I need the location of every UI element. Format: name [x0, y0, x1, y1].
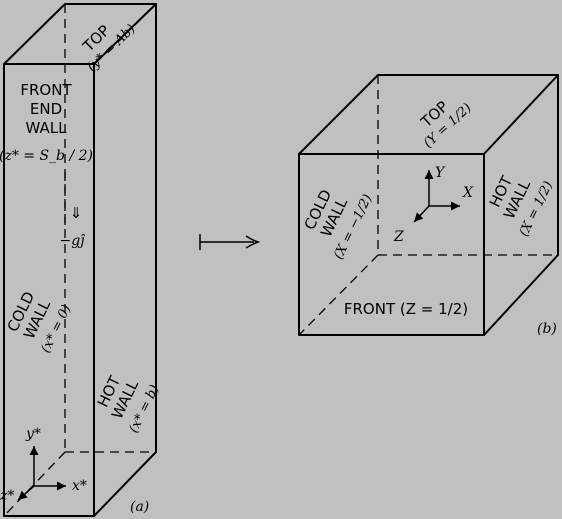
- gravity-label: ⇓ −gĵ: [59, 172, 86, 249]
- right-box-hidden-diagonal: [298, 254, 379, 336]
- right-box-top-face: [298, 74, 559, 155]
- panel-label-b: (b): [537, 321, 557, 337]
- svg-text:END: END: [30, 100, 62, 118]
- left-box-top-face: [3, 3, 157, 65]
- svg-text:WALL: WALL: [26, 119, 68, 137]
- svg-text:FRONT: FRONT: [20, 81, 72, 99]
- right-axis-z-label: Z: [393, 229, 404, 245]
- right-axes: Y X Z: [393, 165, 474, 245]
- left-axis-z-label: z*: [0, 488, 14, 504]
- left-front-end-wall-label: FRONT END WALL (z* = S_b / 2): [0, 81, 93, 164]
- right-axis-y-label: Y: [435, 165, 446, 181]
- gravity-arrow-icon: ⇓: [70, 204, 83, 222]
- right-hot-wall-label: HOT WALL (X = 1/2): [486, 172, 556, 239]
- left-box: TOP (y* = Ab) FRONT END WALL (z* = S_b /…: [0, 3, 163, 517]
- panel-label-a: (a): [130, 499, 149, 515]
- left-axis-y-label: y*: [25, 426, 41, 442]
- right-top-label: TOP (Y = 1/2): [417, 98, 475, 152]
- left-axes: y* x* z*: [0, 426, 87, 504]
- right-box: TOP (Y = 1/2) COLD WALL (X = −1/2) HOT W…: [298, 74, 559, 337]
- gravity-text: −gĵ: [59, 232, 86, 249]
- left-hot-wall-label: HOT WALL (x* = b): [94, 372, 163, 435]
- left-axis-x-label: x*: [72, 478, 87, 494]
- left-box-right-face: [93, 3, 157, 517]
- right-box-right-face: [483, 74, 559, 336]
- mapping-arrow: [199, 234, 261, 250]
- right-front-label: FRONT (Z = 1/2): [344, 300, 468, 318]
- right-cold-wall-label: COLD WALL (X = −1/2): [301, 187, 376, 262]
- right-axis-x-label: X: [462, 185, 474, 201]
- svg-text:(z* = S_b / 2): (z* = S_b / 2): [0, 148, 93, 164]
- left-cold-wall-label: COLD WALL (x* = 0): [4, 289, 75, 356]
